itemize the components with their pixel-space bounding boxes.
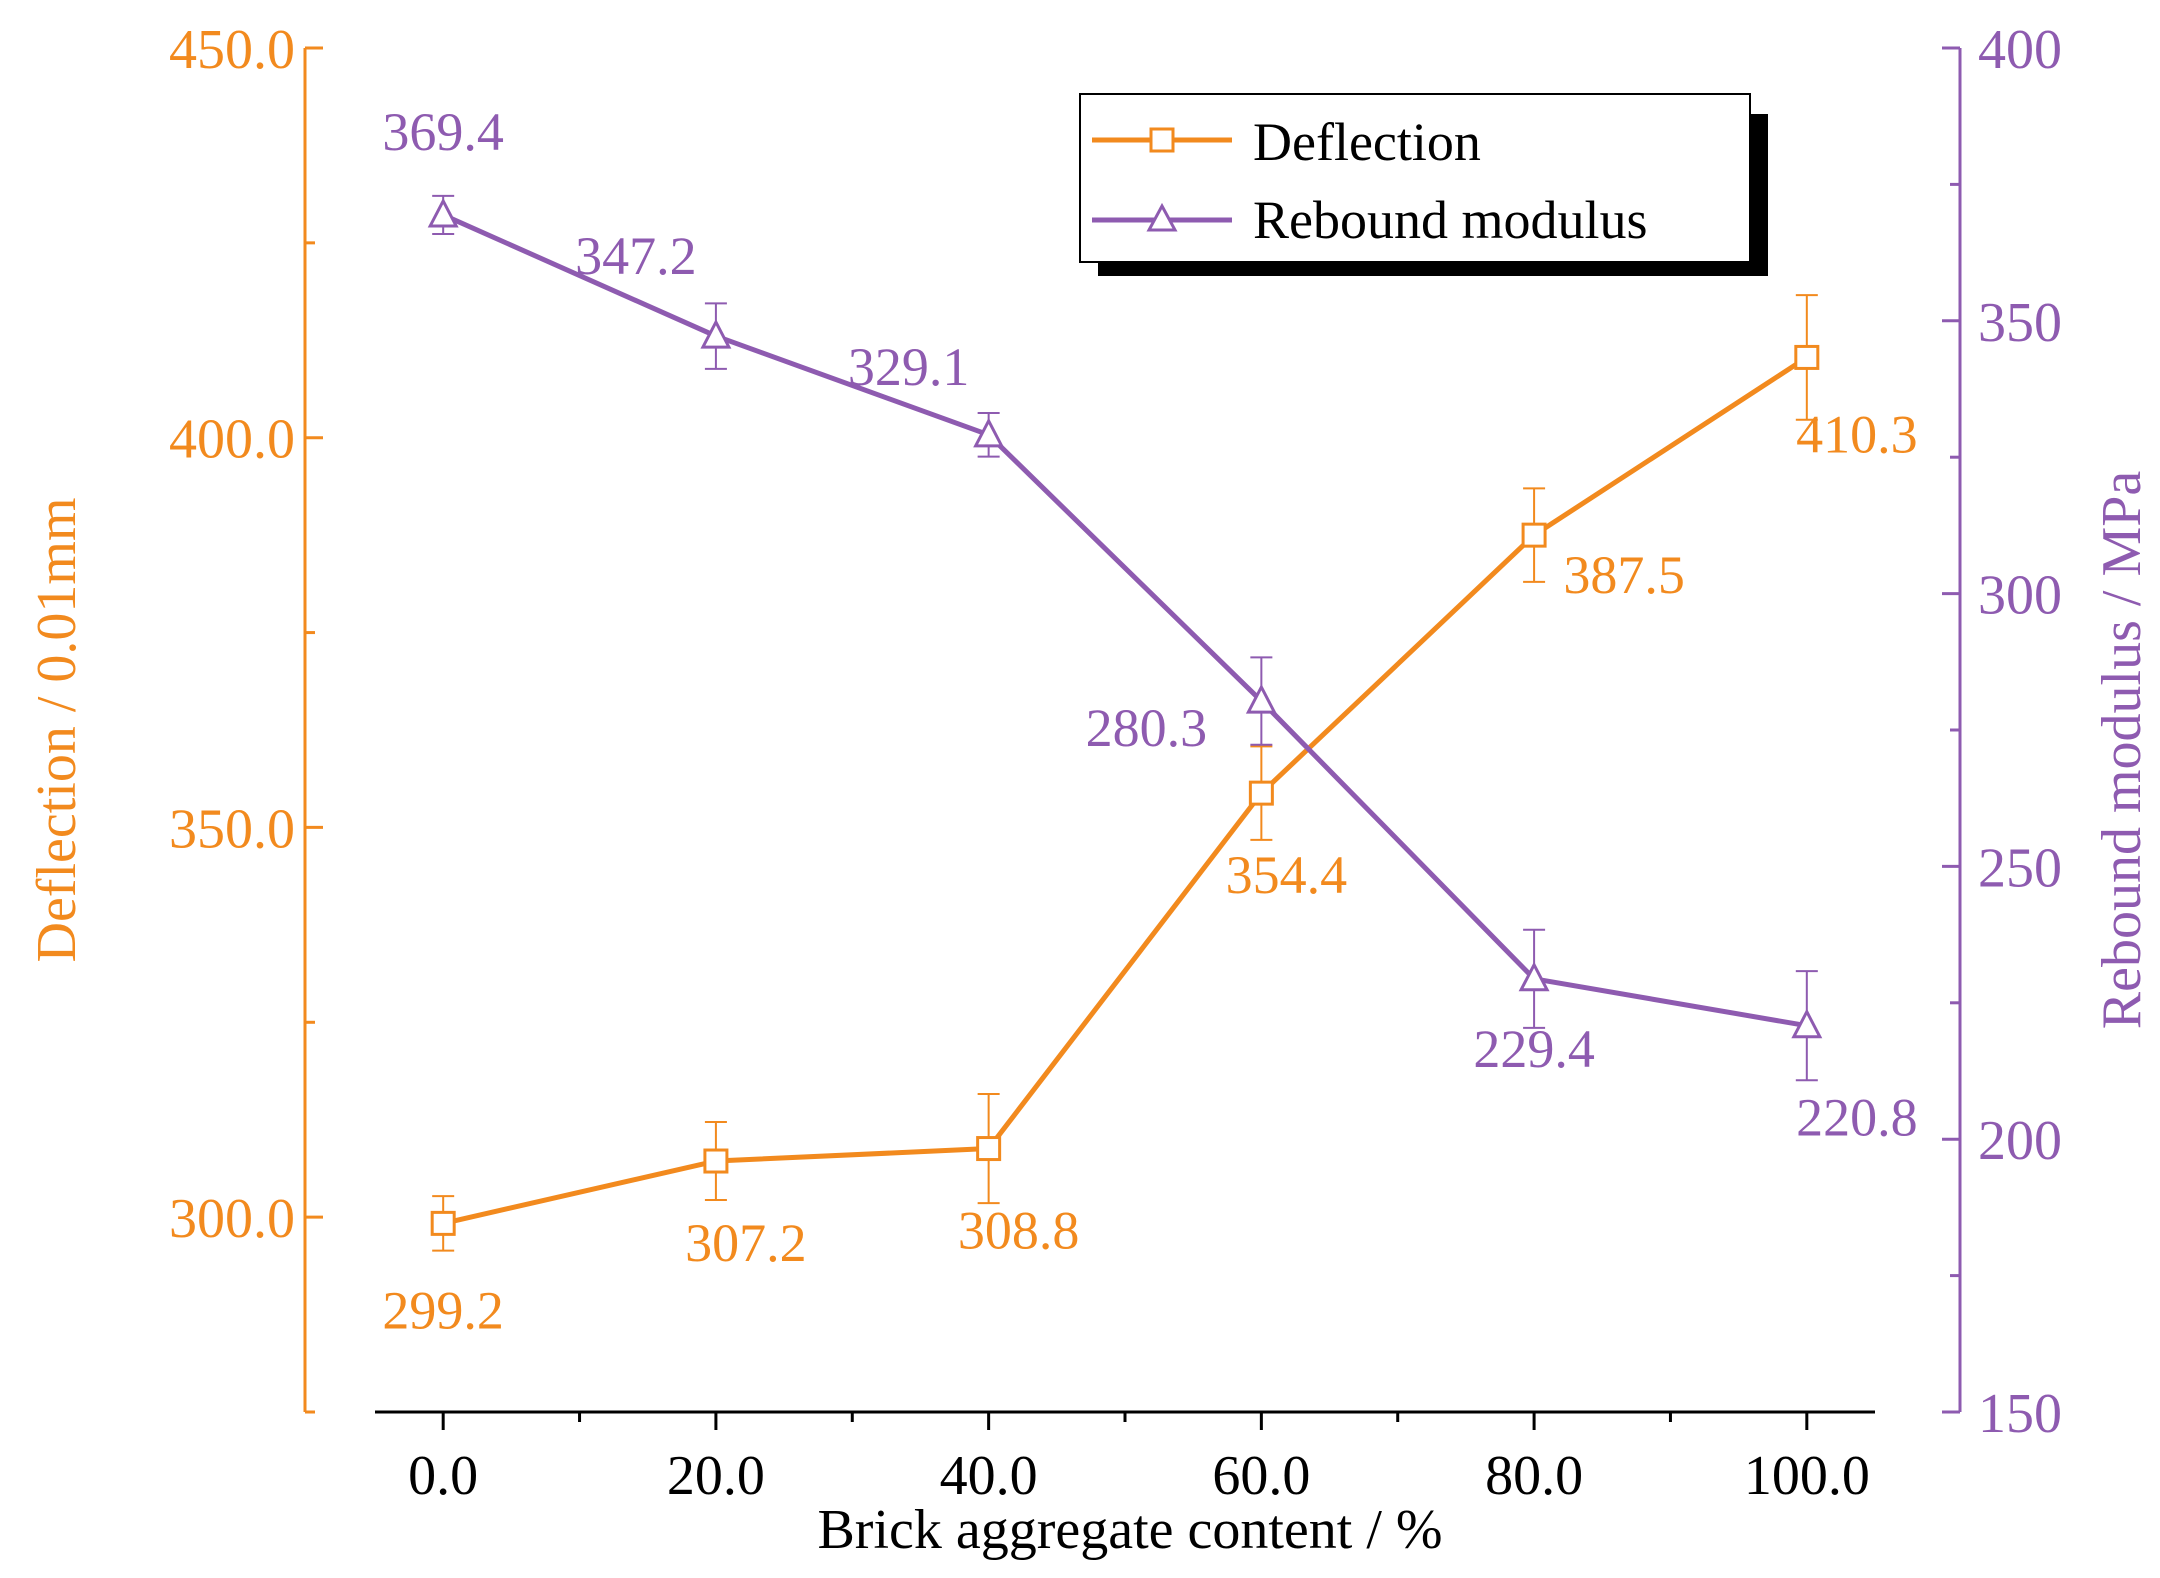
x-axis-title: Brick aggregate content / % xyxy=(817,1499,1442,1561)
legend-marker-modulus xyxy=(1146,202,1178,232)
y-right-tick-label: 150 xyxy=(1978,1383,2062,1445)
data-label-deflection: 308.8 xyxy=(958,1201,1080,1261)
data-point-modulus xyxy=(1791,1008,1823,1039)
data-label-modulus: 220.8 xyxy=(1796,1088,1918,1148)
legend-label-deflection: Deflection xyxy=(1253,112,1481,172)
data-point-deflection xyxy=(1521,522,1547,548)
data-point-deflection xyxy=(430,1210,456,1236)
y-left-tick-label: 300.0 xyxy=(169,1188,295,1250)
data-label-deflection: 307.2 xyxy=(685,1213,807,1273)
y-left-tick-label: 400.0 xyxy=(169,409,295,471)
data-point-deflection xyxy=(1248,780,1274,806)
x-tick-label: 0.0 xyxy=(408,1445,478,1507)
data-label-modulus: 329.1 xyxy=(848,337,970,397)
y-right-tick-label: 400 xyxy=(1978,19,2062,81)
data-point-modulus xyxy=(427,197,459,228)
x-tick-label: 60.0 xyxy=(1212,1445,1310,1507)
data-label-modulus: 369.4 xyxy=(382,102,504,162)
y-left-tick-label: 450.0 xyxy=(169,19,295,81)
y-right-tick-label: 300 xyxy=(1978,565,2062,627)
y-right-tick-label: 350 xyxy=(1978,292,2062,354)
data-point-modulus xyxy=(700,318,732,349)
legend-marker-deflection xyxy=(1149,127,1175,153)
data-point-modulus xyxy=(1245,683,1277,714)
y-left-axis-title: Deflection / 0.01mm xyxy=(26,497,88,962)
y-right-tick-label: 250 xyxy=(1978,837,2062,899)
data-point-modulus xyxy=(973,417,1005,448)
x-tick-label: 100.0 xyxy=(1744,1445,1870,1507)
series-line-deflection xyxy=(442,355,1809,1226)
legend-box xyxy=(1079,93,1751,263)
data-label-modulus: 347.2 xyxy=(575,226,697,286)
y-right-axis-title: Rebound modulus / MPa xyxy=(2091,471,2153,1030)
x-tick-label: 40.0 xyxy=(940,1445,1038,1507)
series-line-modulus xyxy=(442,212,1808,1029)
data-point-deflection xyxy=(976,1136,1002,1162)
data-label-modulus: 280.3 xyxy=(1086,698,1208,758)
data-label-deflection: 410.3 xyxy=(1796,404,1918,464)
data-label-modulus: 229.4 xyxy=(1473,1019,1595,1079)
data-point-deflection xyxy=(703,1148,729,1174)
legend: Deflection Rebound modulus xyxy=(1079,93,1768,276)
y-right-tick-label: 200 xyxy=(1978,1110,2062,1172)
legend-label-modulus: Rebound modulus xyxy=(1253,190,1648,250)
x-tick-label: 80.0 xyxy=(1485,1445,1583,1507)
data-label-deflection: 354.4 xyxy=(1226,845,1348,905)
y-left-tick-label: 350.0 xyxy=(169,798,295,860)
x-tick-label: 20.0 xyxy=(667,1445,765,1507)
data-point-modulus xyxy=(1518,961,1550,992)
data-label-deflection: 387.5 xyxy=(1563,545,1685,605)
data-point-deflection xyxy=(1794,344,1820,370)
data-label-deflection: 299.2 xyxy=(382,1280,504,1340)
